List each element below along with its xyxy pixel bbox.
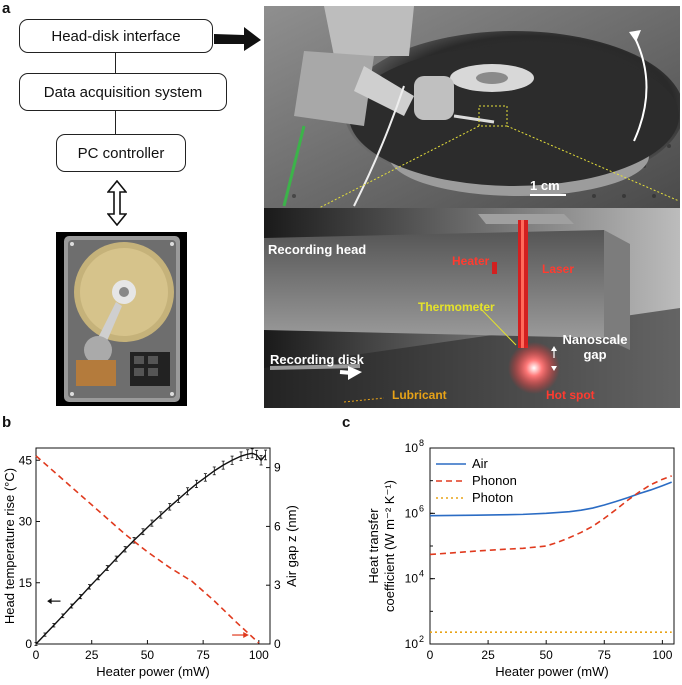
- x-axis-label: Heater power (mW): [495, 664, 608, 679]
- legend-label-air: Air: [472, 456, 489, 471]
- recording-disk-label: Recording disk: [270, 352, 364, 367]
- flowchart-connector: [115, 53, 116, 73]
- chart-b: 0 25 50 75 100 0 15 30 45 0 3 6 9 Heater power (mW) He…: [2, 447, 299, 679]
- y2-tick-label: 9: [274, 461, 281, 475]
- double-arrow-icon: [107, 180, 127, 226]
- y-tick-label: 10: [405, 506, 419, 520]
- nanoscale-gap-text: Nanoscale gap: [562, 332, 628, 362]
- y-tick-label: 30: [19, 515, 33, 529]
- x-axis-label: Heater power (mW): [96, 664, 209, 679]
- head-disk-schematic: Recording head Heater Laser Thermometer …: [264, 208, 680, 408]
- y-tick-label: 45: [19, 453, 33, 467]
- y2-tick-label: 3: [274, 578, 281, 592]
- plot-frame: [35, 447, 271, 645]
- thermometer-label: Thermometer: [418, 300, 495, 314]
- x-tick-label: 25: [481, 648, 495, 662]
- y-tick-label: 0: [25, 637, 32, 651]
- y2-axis-label: Air gap z (nm): [284, 505, 299, 587]
- arrow-right-icon: [214, 27, 261, 51]
- heater-label: Heater: [452, 254, 490, 268]
- y-tick-label: 10: [405, 572, 419, 586]
- x-tick-label: 50: [540, 648, 554, 662]
- x-tick-label: 50: [141, 648, 155, 662]
- scale-bar-label: 1 cm: [530, 178, 560, 193]
- legend-label-photon: Photon: [472, 490, 513, 505]
- x-tick-label: 100: [249, 648, 269, 662]
- x-tick-label: 0: [427, 648, 434, 662]
- series-line-air-gap: [35, 455, 260, 644]
- x-tick-label: 25: [85, 648, 99, 662]
- series-line-air: [429, 481, 672, 517]
- y-tick-label: 10: [405, 637, 419, 651]
- y2-tick-label: 0: [274, 637, 281, 651]
- panel-c-letter: c: [342, 414, 351, 431]
- series-line-phonon: [429, 475, 672, 556]
- y-tick-label: 15: [19, 576, 33, 590]
- y-tick-label: 10: [405, 441, 419, 455]
- y-tick-exponent: 2: [419, 634, 424, 644]
- x-tick-label: 75: [598, 648, 612, 662]
- y-tick-exponent: 4: [419, 569, 424, 579]
- y-axis-label-line1: Heat transfer: [366, 508, 381, 584]
- right-axis-arrowhead-icon: [243, 632, 249, 639]
- y-axis-label-line2: coefficient (W m⁻² K⁻¹): [382, 480, 397, 612]
- panel-b-letter: b: [2, 414, 12, 431]
- flowchart-box-head-disk: Head-disk interface: [19, 19, 213, 53]
- plot-frame: [429, 447, 675, 645]
- series-line-temperature: [35, 452, 267, 645]
- hot-spot-label: Hot spot: [546, 388, 595, 402]
- y-axis-label: Head temperature rise (°C): [2, 468, 17, 624]
- legend-label-phonon: Phonon: [472, 473, 517, 488]
- panel-a-letter: a: [2, 0, 11, 17]
- laser-label: Laser: [542, 262, 575, 276]
- flowchart-box-pc: PC controller: [56, 134, 186, 172]
- x-tick-label: 100: [652, 648, 672, 662]
- setup-photo: 1 cm: [264, 6, 680, 208]
- y-tick-exponent: 6: [419, 503, 424, 513]
- flowchart-connector: [115, 111, 116, 134]
- left-axis-arrowhead-icon: [47, 598, 52, 605]
- lubricant-label: Lubricant: [392, 388, 447, 402]
- x-tick-label: 0: [33, 648, 40, 662]
- flowchart-box-daq: Data acquisition system: [19, 73, 227, 111]
- recording-head-label: Recording head: [268, 242, 367, 257]
- y2-tick-label: 6: [274, 519, 281, 533]
- y-tick-exponent: 8: [419, 438, 424, 448]
- x-tick-label: 75: [196, 648, 210, 662]
- hard-drive-photo: [56, 232, 187, 406]
- nanoscale-gap-label: Nanoscale gap: [560, 332, 630, 362]
